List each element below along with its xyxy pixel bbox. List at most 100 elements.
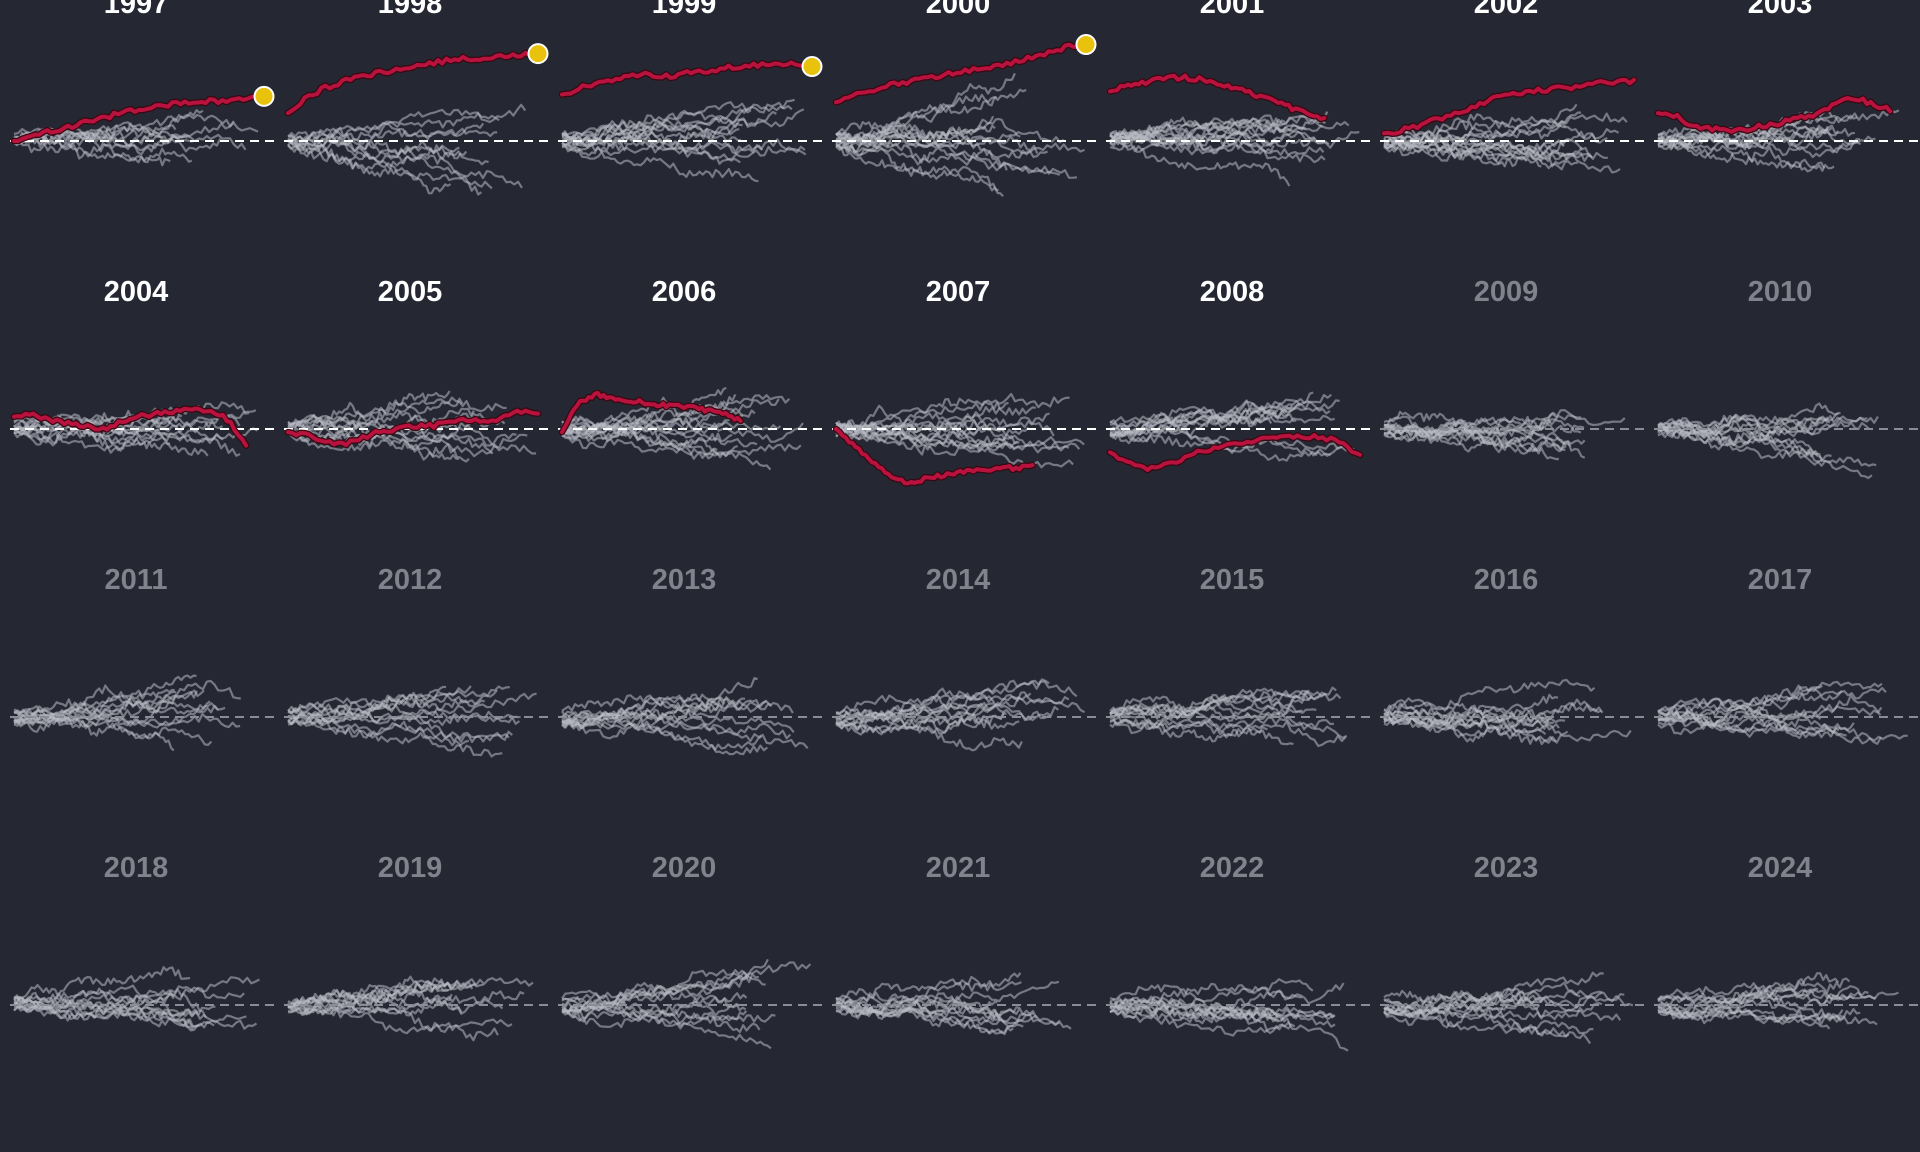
panel-2001: 2001 — [1106, 0, 1374, 187]
grey-series-line — [1109, 391, 1314, 432]
grey-series-line — [1657, 717, 1840, 736]
grey-series-line — [1657, 982, 1819, 1014]
grey-series-line — [287, 703, 510, 743]
highlight-series-2008 — [1108, 433, 1362, 472]
grey-series-line — [1109, 984, 1303, 1010]
grey-series-line — [561, 677, 758, 712]
grey-series-line — [835, 696, 1086, 727]
panel-title-2015: 2015 — [1200, 564, 1265, 596]
grey-series-line — [1383, 411, 1557, 442]
panel-title-2022: 2022 — [1200, 852, 1265, 884]
panel-1997: 1997 — [10, 0, 278, 167]
grey-series-line — [1657, 428, 1873, 480]
panel-2008: 2008 — [1106, 276, 1374, 474]
grey-series-line — [561, 997, 740, 1020]
panel-2022: 2022 — [1106, 852, 1374, 1052]
grey-series-line — [1109, 698, 1317, 721]
panel-2019: 2019 — [284, 852, 552, 1042]
panel-2011: 2011 — [10, 564, 278, 752]
grey-series-line — [14, 1002, 215, 1032]
grey-series-line — [561, 961, 812, 1001]
panel-title-2019: 2019 — [378, 852, 443, 884]
panel-2009: 2009 — [1380, 276, 1648, 461]
grey-series-line — [1657, 690, 1843, 722]
grey-series-line — [561, 110, 777, 139]
grey-series-line — [835, 711, 1007, 736]
panel-2016: 2016 — [1380, 564, 1648, 746]
grey-series-line — [287, 977, 534, 1010]
panel-title-2021: 2021 — [926, 852, 991, 884]
grey-series-line — [561, 98, 795, 147]
grey-series-line — [1109, 982, 1345, 1010]
panel-2020: 2020 — [558, 852, 826, 1050]
grey-series-line — [1657, 426, 1832, 461]
grey-series-line — [1109, 131, 1330, 148]
grey-series-line — [1657, 139, 1826, 170]
grey-series-line — [561, 394, 791, 435]
grey-series-line — [1383, 718, 1557, 746]
grey-series-line — [1109, 399, 1340, 437]
panel-2002: 2002 — [1380, 0, 1648, 174]
highlight-outline-1999 — [558, 59, 816, 98]
grey-series-line — [287, 143, 452, 195]
grey-series-line — [287, 137, 493, 190]
grey-series-line — [561, 424, 718, 452]
panel-2007: 2007 — [832, 276, 1100, 487]
grey-series-line — [1109, 115, 1326, 142]
panel-2017: 2017 — [1654, 564, 1920, 745]
grey-series-line — [1657, 132, 1861, 159]
highlight-series-1999 — [560, 60, 814, 97]
grey-series-line — [13, 690, 177, 724]
panel-title-2012: 2012 — [378, 564, 443, 596]
panel-title-1999: 1999 — [652, 0, 717, 20]
panel-title-2011: 2011 — [105, 564, 168, 596]
grey-series-line — [835, 424, 1020, 450]
grey-series-line — [287, 695, 485, 726]
grey-series-line — [835, 143, 1061, 176]
winner-marker-1997 — [253, 85, 275, 107]
grey-series-line — [835, 95, 998, 142]
panel-title-2008: 2008 — [1200, 276, 1265, 308]
grey-series-line — [1657, 680, 1883, 714]
panel-2000: 2000 — [832, 0, 1100, 198]
grey-series-line — [1109, 703, 1334, 733]
panel-2005: 2005 — [284, 276, 552, 463]
grey-series-line — [1657, 977, 1851, 1002]
grey-series-line — [1383, 137, 1594, 159]
grey-series-line — [1383, 103, 1578, 143]
panel-title-2004: 2004 — [104, 276, 169, 308]
grey-series-line — [1383, 714, 1632, 744]
grey-series-line — [13, 1001, 216, 1022]
grey-series-line — [287, 139, 523, 189]
panel-title-2001: 2001 — [1200, 0, 1265, 20]
grey-series-line — [835, 143, 999, 192]
winner-marker-2000 — [1075, 34, 1097, 56]
highlight-series-1997 — [12, 93, 266, 143]
grey-series-line — [561, 969, 766, 1014]
panel-title-2007: 2007 — [926, 276, 991, 308]
grey-series-line — [835, 124, 996, 143]
grey-series-line — [1657, 684, 1887, 713]
winner-marker-1998 — [527, 43, 549, 65]
grey-series-line — [287, 103, 527, 143]
highlight-series-1998 — [286, 50, 540, 116]
grey-series-line — [13, 966, 191, 1000]
highlight-series-2007 — [834, 427, 1035, 486]
grey-series-line — [1109, 1002, 1334, 1023]
grey-series-line — [1109, 689, 1310, 713]
grey-series-line — [1109, 718, 1268, 743]
panel-2012: 2012 — [284, 564, 552, 758]
grey-series-line — [561, 421, 804, 443]
grey-series-line — [13, 1004, 258, 1030]
winner-marker-1999 — [801, 56, 823, 78]
grey-series-line — [1657, 718, 1855, 736]
grey-series-line — [13, 431, 209, 457]
highlight-series-2006 — [560, 390, 743, 435]
panel-2015: 2015 — [1106, 564, 1374, 748]
grey-series-line — [835, 1005, 1072, 1030]
grey-series-line — [835, 988, 1038, 1023]
grey-series-line — [13, 418, 172, 438]
grey-series-line — [835, 701, 1059, 724]
grey-series-line — [1657, 987, 1899, 1005]
